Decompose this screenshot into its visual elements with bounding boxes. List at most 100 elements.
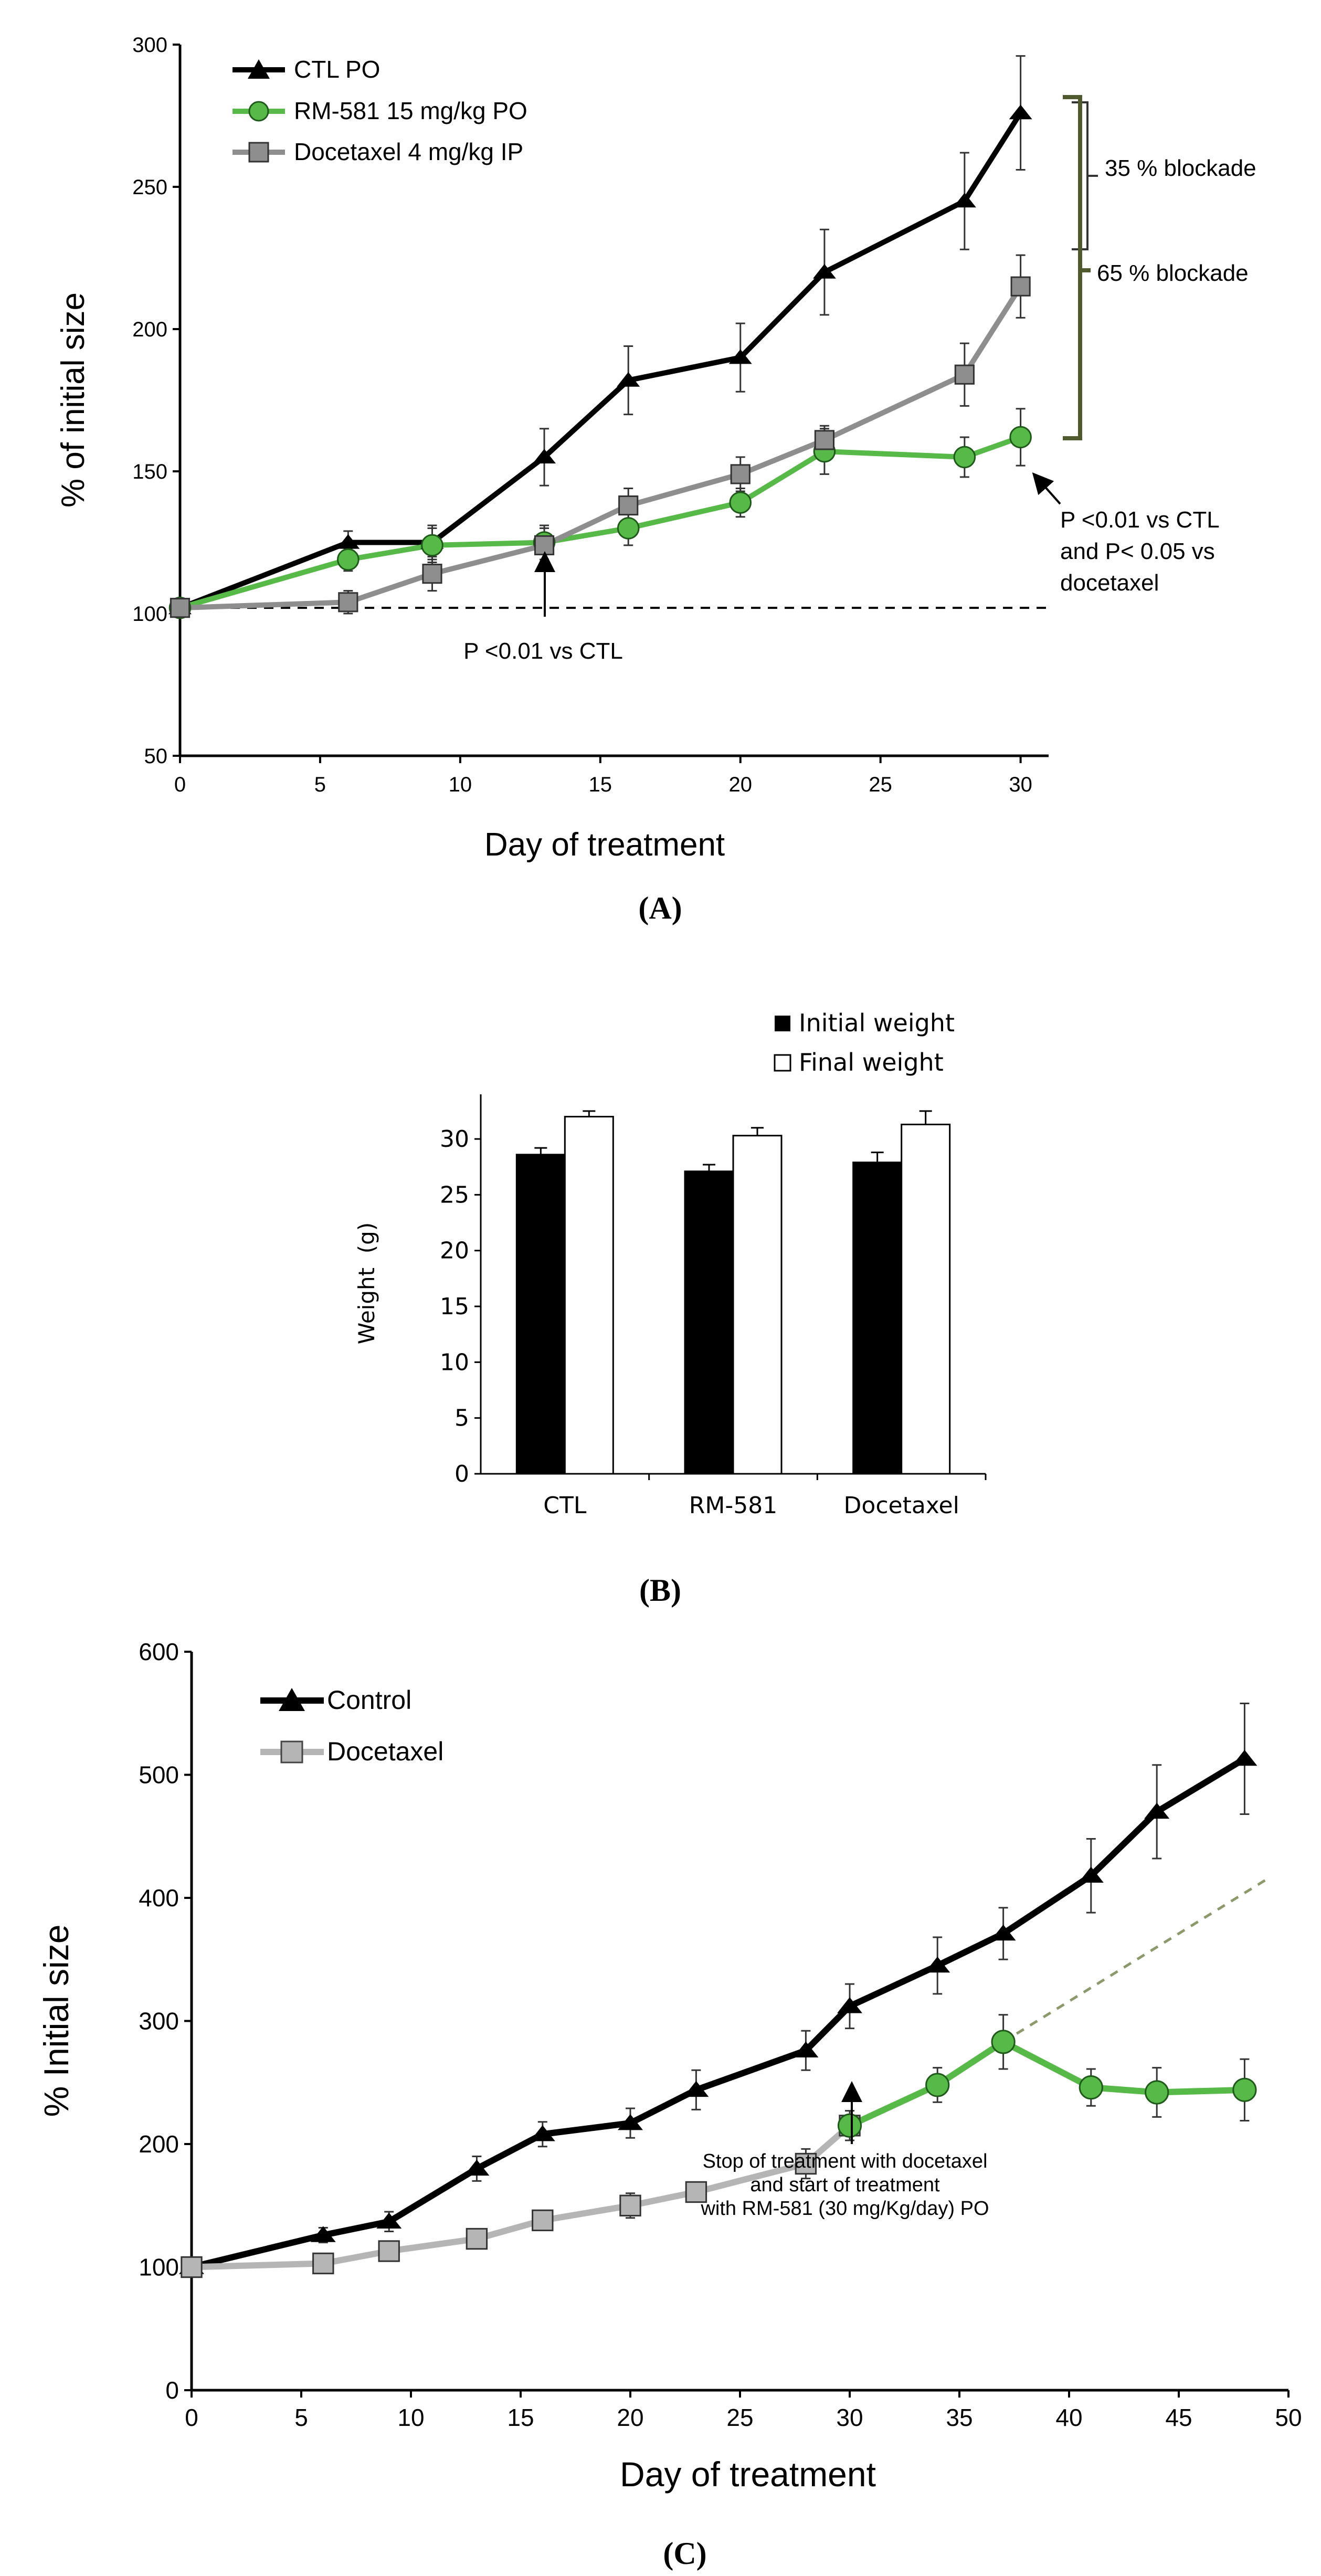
x-tick-label: 30 [836, 2404, 863, 2431]
triangle-marker-icon [248, 59, 270, 79]
x-axis-title-a: Day of treatment [484, 827, 725, 863]
legend-b: Initial weight Final weight [774, 1009, 955, 1076]
docetaxel-4-mg-kg-ip-point [1010, 276, 1031, 297]
x-tick-label: 30 [1009, 773, 1032, 796]
final-weight-bar [564, 1116, 614, 1475]
panel-label-b: (B) [639, 1573, 681, 1608]
control-point [1078, 1866, 1104, 1883]
x-tick-label: 5 [314, 773, 326, 796]
series-2-point [991, 2030, 1016, 2054]
y-tick-label: 150 [132, 460, 167, 483]
legend-docetaxel-a: Docetaxel 4 mg/kg IP [294, 138, 523, 165]
square-marker-icon [248, 142, 269, 163]
y-tick-label: 100 [132, 603, 167, 626]
x-axis-title-c: Day of treatment [620, 2455, 876, 2494]
x-tick-label: 25 [726, 2404, 753, 2431]
chart-a: 0 5 10 15 20 25 30 50 100 150 200 250 300 CTL PO RM-… [55, 34, 1256, 925]
category-label: RM-581 [689, 1492, 777, 1519]
x-tick-label: 45 [1165, 2404, 1192, 2431]
y-tick-label: 25 [440, 1181, 469, 1208]
y-tick-label: 15 [440, 1293, 469, 1320]
category-label: CTL [543, 1492, 587, 1519]
x-tick-label: 35 [946, 2404, 973, 2431]
rm-581-15-mg-kg-po-point [617, 517, 640, 540]
docetaxel-4-mg-kg-ip-point [170, 598, 191, 618]
control-point [1144, 1802, 1170, 1819]
ctl-po-point [953, 193, 976, 208]
annotation-stop-line3: with RM-581 (30 mg/Kg/day) PO [700, 2198, 989, 2220]
control-point [618, 2114, 643, 2130]
annotation-p-line3: docetaxel [1060, 570, 1159, 596]
docetaxel-4-mg-kg-ip-point [618, 495, 639, 516]
annotation-65-blockade: 65 % blockade [1097, 260, 1249, 286]
docetaxel-4-mg-kg-ip-point [730, 464, 751, 484]
panel-label-c: (C) [663, 2536, 706, 2571]
x-tick-label: 50 [1275, 2404, 1302, 2431]
docetaxel-point [795, 2152, 817, 2175]
docetaxel-4-mg-kg-ip-point [422, 564, 442, 584]
series-2-point [1145, 2080, 1169, 2105]
docetaxel-point [532, 2209, 554, 2232]
control-point [464, 2159, 490, 2176]
y-tick-label: 0 [455, 1461, 469, 1487]
y-tick-label: 500 [139, 1761, 179, 1789]
panel-label-a: (A) [638, 891, 682, 925]
docetaxel-4-mg-kg-ip-point [534, 535, 555, 556]
ctl-po-point [812, 263, 836, 279]
control-point [990, 1924, 1016, 1941]
legend-rm581: RM-581 15 mg/kg PO [294, 97, 527, 124]
arrow-p-ctl-docetaxel [1032, 472, 1061, 505]
docetaxel-point [619, 2194, 641, 2216]
triangle-marker-icon [279, 1688, 305, 1711]
legend-docetaxel-c: Docetaxel [327, 1737, 443, 1766]
control-point [837, 1997, 862, 2013]
control-point [925, 1956, 950, 1973]
ctl-po-point [728, 349, 752, 364]
y-tick-label: 250 [132, 176, 167, 199]
final-weight-bar [732, 1135, 783, 1475]
annotation-p-line2: and P< 0.05 vs [1060, 539, 1215, 564]
control-line [191, 1756, 1246, 2271]
initial-weight-swatch [775, 1016, 790, 1031]
legend-c: Control Docetaxel [260, 1685, 443, 1766]
control-point [310, 2226, 336, 2242]
x-tick-label: 20 [617, 2404, 643, 2431]
y-tick-label: 5 [455, 1405, 469, 1432]
y-tick-label: 30 [440, 1126, 469, 1153]
x-tick-label: 40 [1055, 2404, 1082, 2431]
initial-weight-bar [852, 1162, 903, 1475]
y-tick-label: 100 [139, 2254, 179, 2281]
control-point [683, 2081, 709, 2097]
initial-weight-bar [684, 1170, 734, 1475]
y-axis-title-c: % Initial size [37, 1925, 76, 2117]
legend-final-weight: Final weight [799, 1048, 944, 1076]
final-weight-bar [901, 1123, 951, 1475]
x-tick-label: 15 [507, 2404, 534, 2431]
final-weight-swatch [774, 1054, 791, 1072]
y-tick-label: 0 [165, 2377, 179, 2404]
docetaxel-point [685, 2181, 707, 2203]
series-2-point [1079, 2075, 1103, 2100]
docetaxel-point [378, 2240, 400, 2262]
x-tick-label: 15 [589, 773, 612, 796]
docetaxel-4-mg-kg-ip-point [338, 592, 358, 613]
category-label: Docetaxel [844, 1492, 959, 1519]
rm-581-15-mg-kg-po-point [953, 446, 976, 469]
x-tick-label: 25 [869, 773, 892, 796]
y-tick-label: 300 [132, 34, 167, 57]
series-2-point [837, 2113, 862, 2138]
y-tick-label: 600 [139, 1638, 179, 1665]
x-tick-label: 0 [185, 2404, 198, 2431]
legend-a: CTL PO RM-581 15 mg/kg PO Docetaxel 4 mg… [233, 56, 527, 165]
circle-marker-icon [248, 101, 269, 122]
ctl-po-point [617, 372, 640, 387]
control-point [530, 2125, 555, 2141]
square-marker-icon [280, 1740, 303, 1764]
y-tick-label: 200 [139, 2130, 179, 2158]
x-tick-label: 20 [728, 773, 752, 796]
ctl-po-point [533, 449, 556, 464]
docetaxel-4-mg-kg-ip-point [954, 364, 975, 385]
x-tick-label: 0 [174, 773, 186, 796]
rm-581-15-mg-kg-po-point [729, 491, 752, 514]
docetaxel-4-mg-kg-ip-point [814, 430, 835, 450]
